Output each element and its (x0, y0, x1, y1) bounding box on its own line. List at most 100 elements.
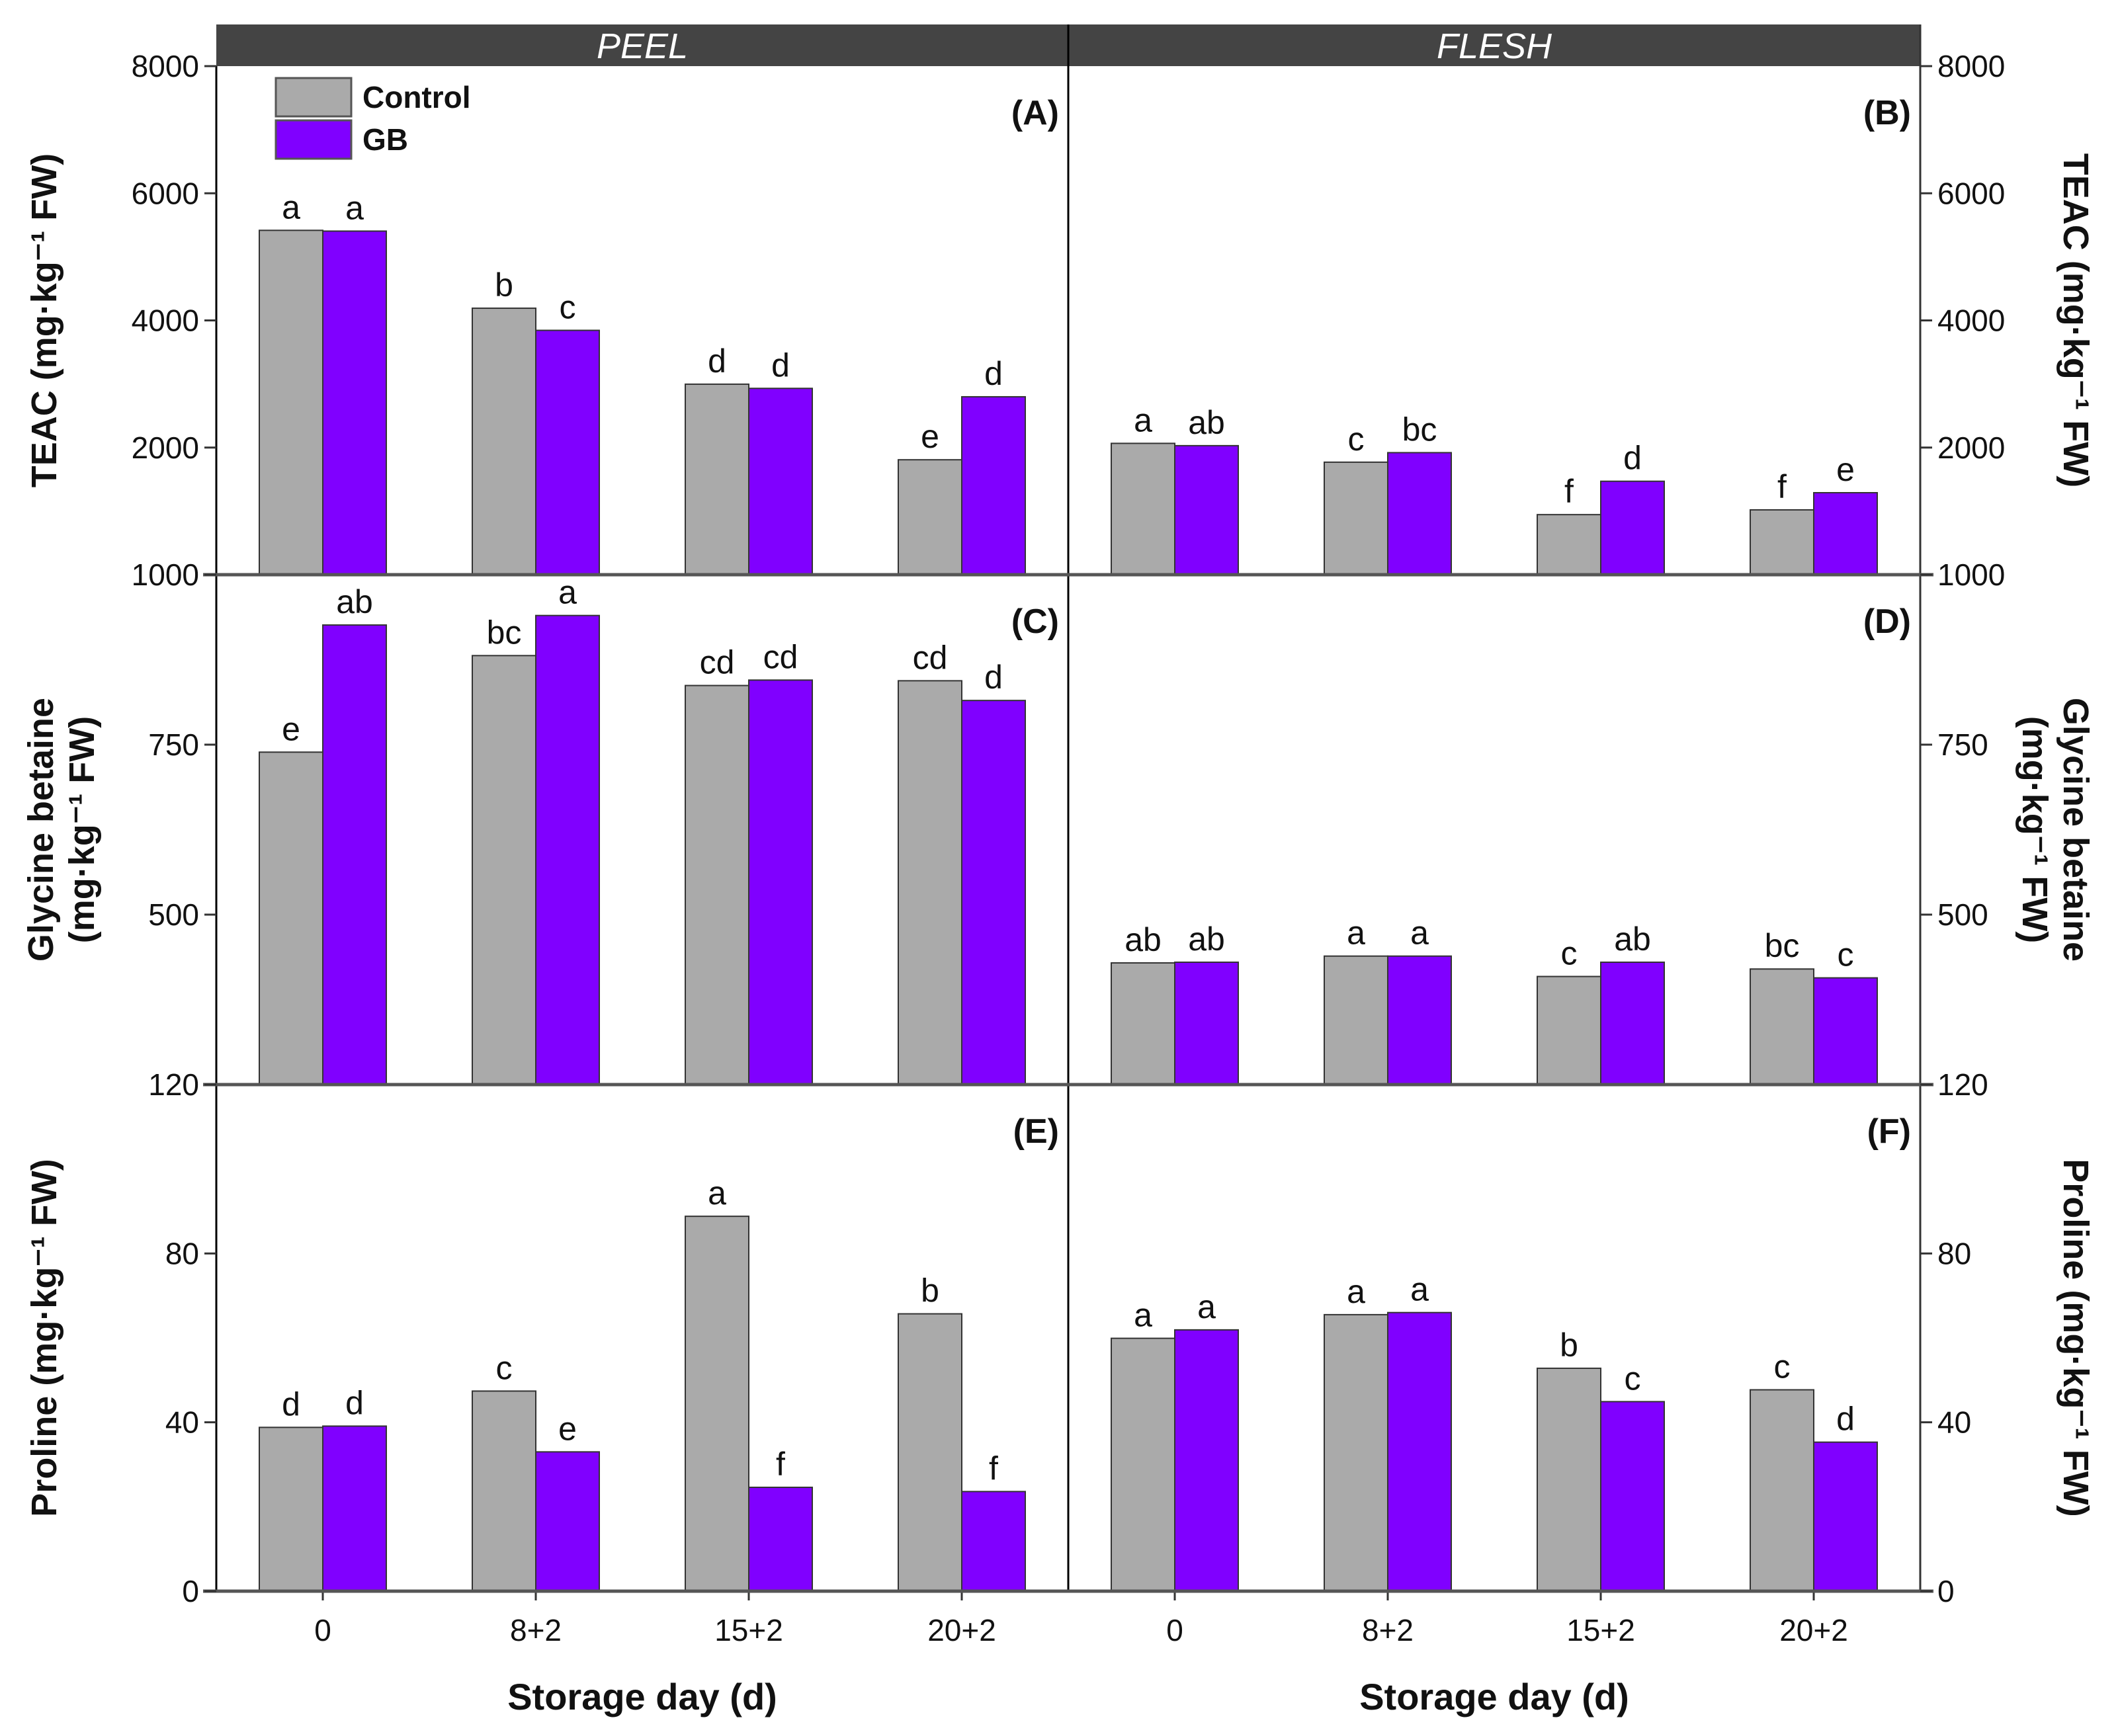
y-tick-label-left: 120 (148, 1067, 199, 1102)
bar-control (472, 655, 536, 1085)
y-tick-label-left: 40 (165, 1405, 199, 1440)
y-tick-label-left: 750 (148, 727, 199, 762)
bar-gb (1813, 977, 1878, 1085)
bar-control (685, 1216, 749, 1592)
bar-gb (1174, 1329, 1239, 1592)
panel-label: (C) (1011, 602, 1059, 641)
bar-gb (1813, 1441, 1878, 1592)
bar-gb (1387, 452, 1452, 575)
significance-letter: a (1410, 1271, 1429, 1308)
y-tick-label-right: 6000 (1937, 176, 2005, 210)
bar-gb (1174, 444, 1239, 576)
bar-control (1537, 1367, 1601, 1592)
bar-gb (1600, 480, 1665, 575)
significance-letter: cd (913, 639, 948, 676)
y-tick-label-left: 0 (182, 1574, 199, 1608)
significance-letter: a (558, 574, 577, 611)
y-axis-title-left: Proline (mg·kg⁻¹ FW) (24, 1159, 64, 1516)
bar-control (1324, 1313, 1388, 1592)
bar-control (1111, 442, 1175, 576)
panel-label: (D) (1863, 602, 1911, 641)
significance-letter: c (1561, 935, 1578, 972)
significance-letter: ab (1188, 921, 1225, 958)
bar-gb (961, 395, 1026, 575)
x-axis-title-left: Storage day (d) (507, 1676, 777, 1717)
x-tick-label: 15+2 (1566, 1613, 1635, 1647)
significance-letter: d (771, 347, 790, 384)
bar-control (1111, 962, 1175, 1086)
significance-letter: ab (1124, 921, 1162, 958)
legend-label-control: Control (362, 80, 471, 114)
significance-letter: cd (700, 644, 735, 681)
bar-control (259, 751, 323, 1085)
bar-control (898, 459, 962, 575)
significance-letter: e (921, 418, 939, 455)
panel-label: (B) (1863, 94, 1911, 132)
significance-letter: a (1134, 1297, 1152, 1334)
y-tick-label-right: 120 (1937, 1067, 1988, 1102)
bar-control (1750, 1389, 1814, 1592)
bar-gb (322, 230, 387, 575)
significance-letter: c (496, 1349, 513, 1386)
x-tick-label: 15+2 (714, 1613, 783, 1647)
bar-control (1324, 461, 1388, 576)
bar-control (259, 1426, 323, 1592)
significance-letter: bc (1765, 927, 1800, 964)
bar-gb (1387, 955, 1452, 1086)
panel-label: (F) (1867, 1112, 1911, 1151)
y-tick-label-right: 80 (1937, 1236, 1971, 1270)
bar-control (898, 680, 962, 1086)
significance-letter: ab (336, 583, 373, 620)
y-tick-label-right: 8000 (1937, 49, 2005, 83)
significance-letter: a (1347, 915, 1365, 952)
significance-letter: c (1838, 936, 1854, 973)
significance-letter: b (495, 267, 513, 304)
significance-letter: d (984, 659, 1003, 696)
significance-letter: f (989, 1450, 998, 1487)
significance-letter: e (1836, 451, 1855, 488)
bar-gb (1813, 491, 1878, 576)
panel-label: (A) (1011, 94, 1059, 132)
significance-letter: c (1774, 1348, 1791, 1385)
significance-letter: d (1623, 440, 1642, 477)
bar-control (1111, 1337, 1175, 1592)
bar-control (685, 383, 749, 576)
y-axis-title-right: TEAC (mg·kg⁻¹ FW) (2056, 153, 2096, 487)
y-tick-label-left: 4000 (132, 304, 199, 338)
significance-letter: d (282, 1385, 300, 1423)
panel-label: (E) (1013, 1112, 1059, 1151)
bar-gb (535, 329, 600, 575)
significance-letter: a (1347, 1273, 1365, 1310)
significance-letter: b (1560, 1327, 1578, 1364)
bar-gb (1600, 1401, 1665, 1592)
bar-gb (748, 679, 813, 1085)
significance-letter: a (345, 189, 364, 226)
bar-control (1750, 968, 1814, 1085)
bar-gb (961, 1491, 1026, 1592)
significance-letter: d (345, 1384, 364, 1421)
x-tick-label: 0 (1166, 1613, 1183, 1647)
significance-letter: f (776, 1446, 785, 1483)
header-peel: PEEL (597, 26, 688, 66)
bar-control (472, 1390, 536, 1592)
significance-letter: a (1410, 915, 1429, 952)
bar-control (1750, 509, 1814, 576)
y-tick-label-left: 8000 (132, 49, 199, 83)
bar-control (898, 1313, 962, 1592)
y-tick-label-right: 0 (1937, 1574, 1955, 1608)
significance-letter: d (984, 355, 1003, 392)
significance-letter: c (1625, 1360, 1641, 1397)
legend-label-gb: GB (362, 122, 408, 157)
y-tick-label-left: 1000 (132, 558, 199, 592)
bar-gb (961, 700, 1026, 1086)
significance-letter: a (1134, 401, 1152, 438)
y-axis-title-right: Glycine betaine (2056, 698, 2096, 962)
y-tick-label-right: 2000 (1937, 431, 2005, 465)
bar-control (1537, 514, 1601, 575)
significance-letter: ab (1614, 921, 1651, 958)
y-tick-label-right: 750 (1937, 727, 1988, 762)
bar-gb (748, 1486, 813, 1592)
significance-letter: f (1777, 468, 1787, 505)
y-axis-title-right: Proline (mg·kg⁻¹ FW) (2056, 1159, 2096, 1516)
